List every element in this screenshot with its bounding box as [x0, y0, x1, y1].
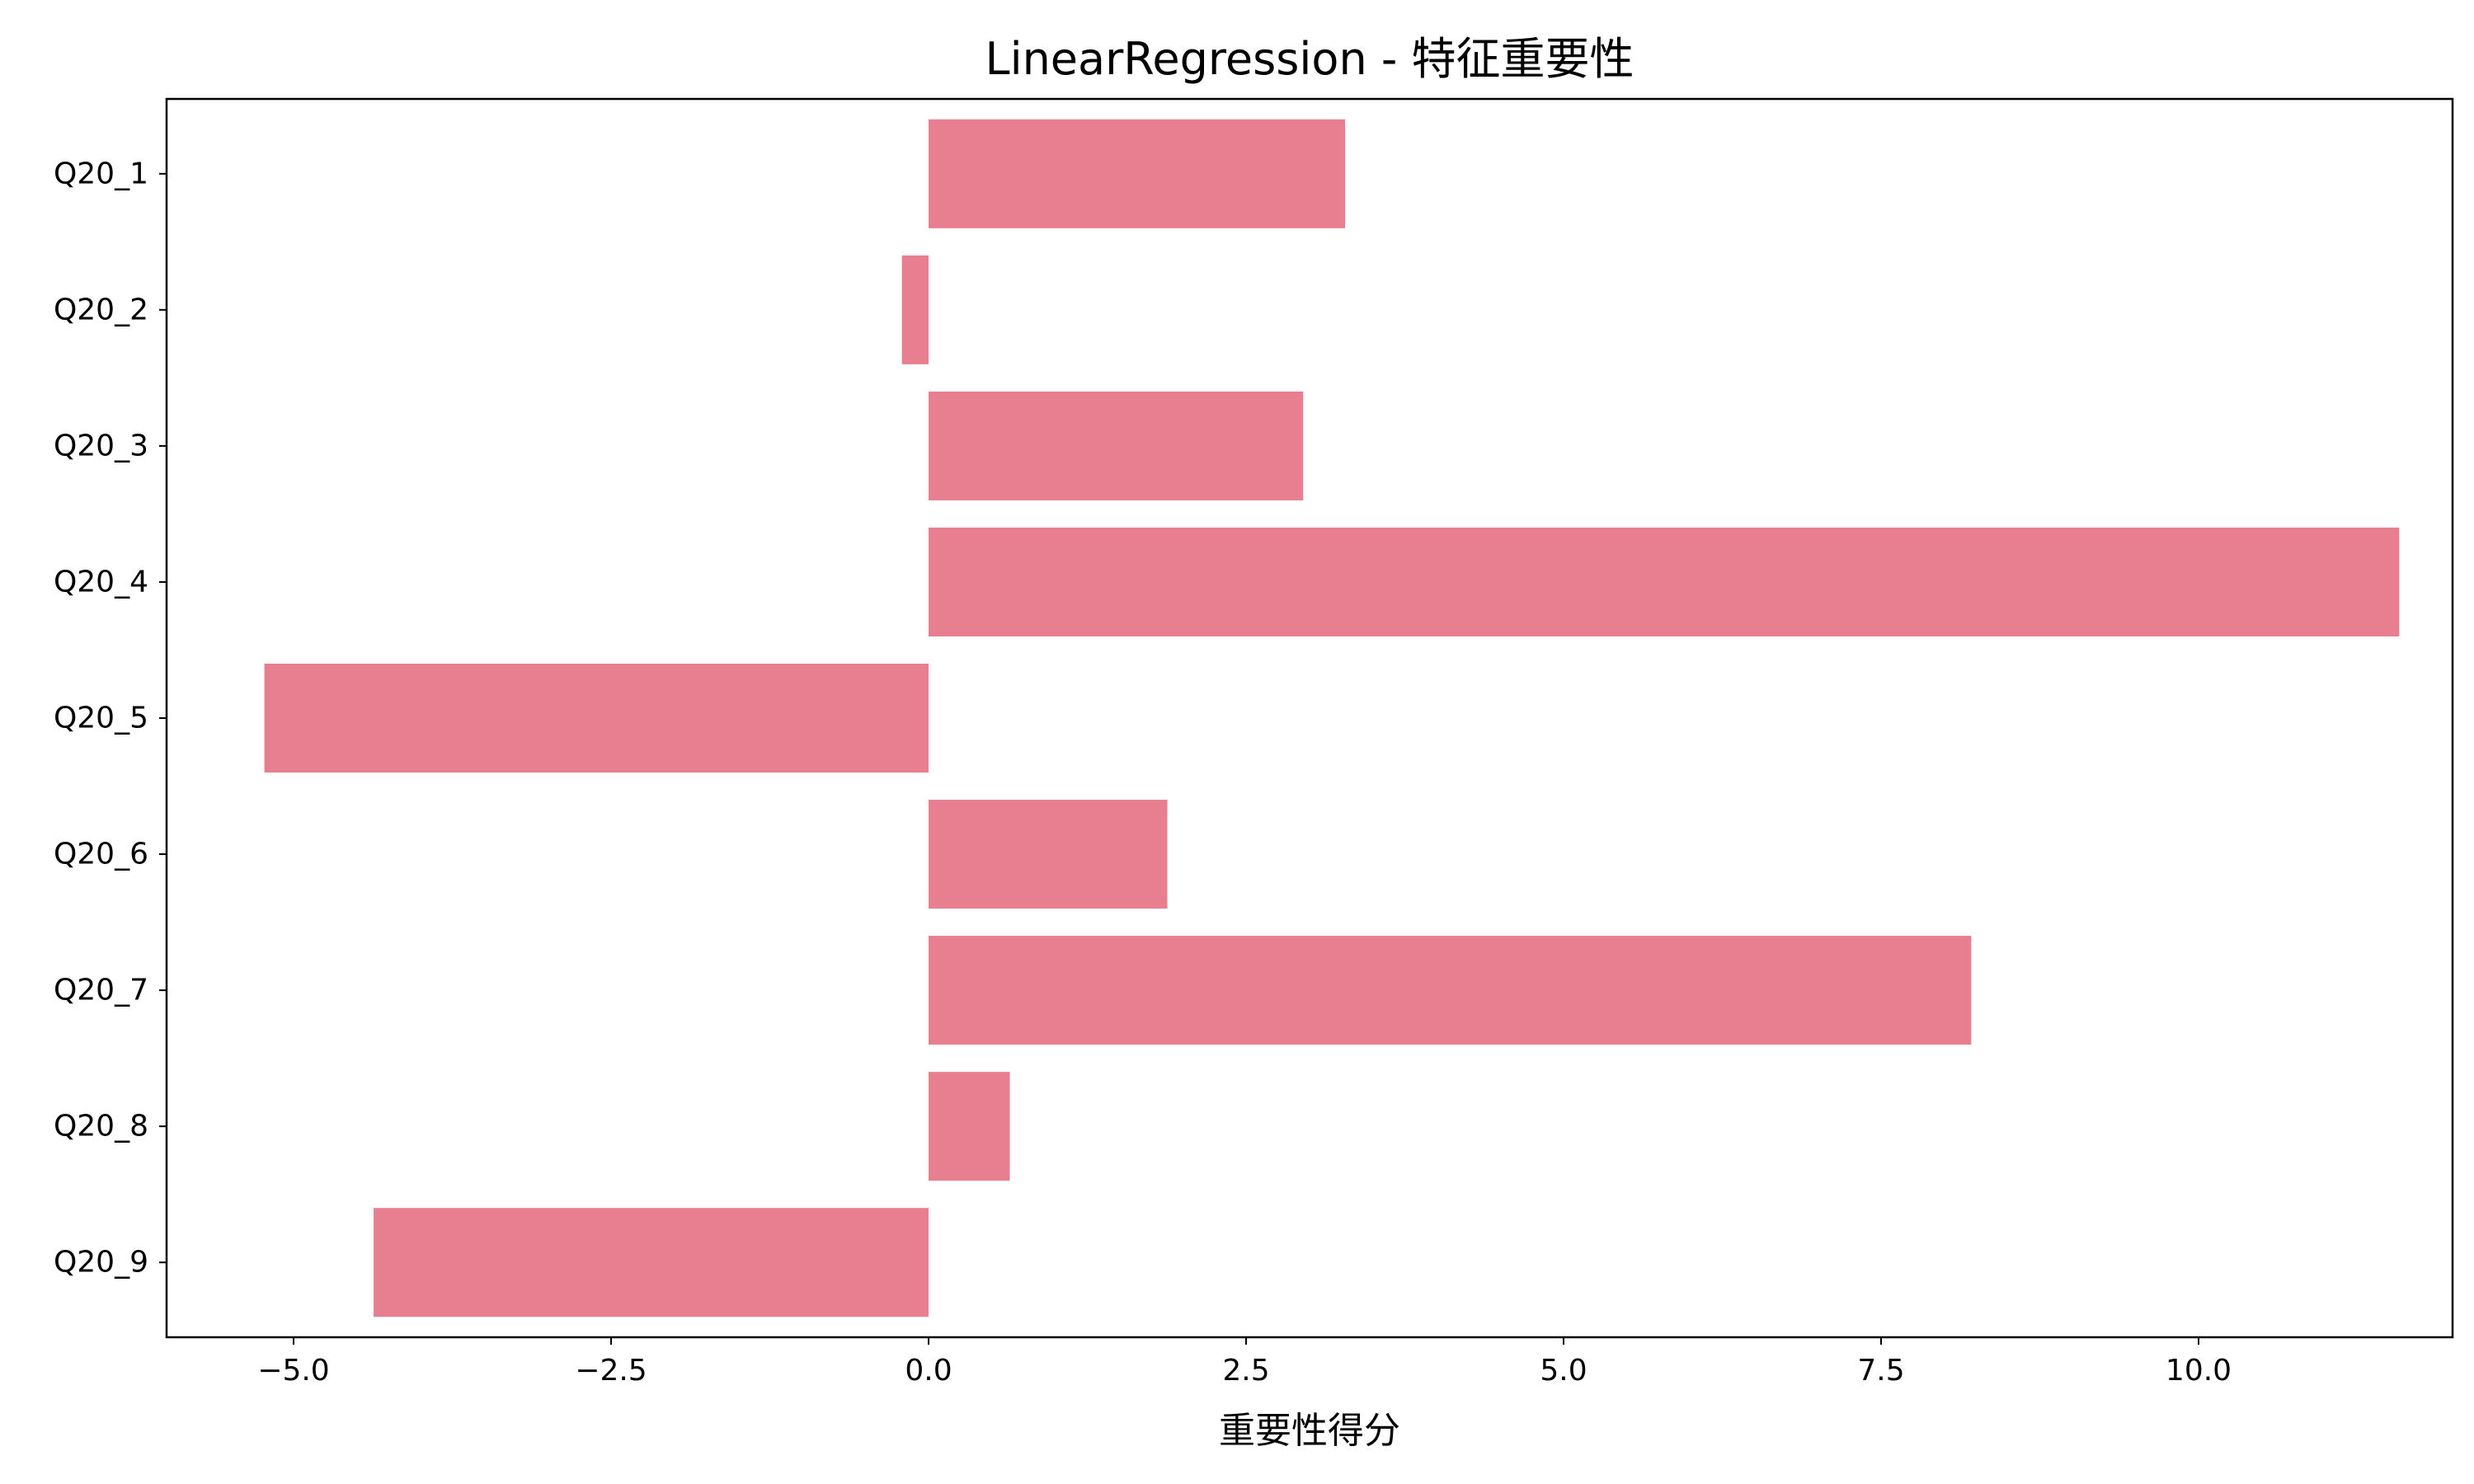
bar-q20_5 [264, 663, 929, 773]
bar-q20_1 [929, 119, 1346, 228]
bars [264, 119, 2400, 1317]
bar-q20_3 [929, 391, 1304, 500]
x-tick-label: −2.5 [575, 1354, 647, 1388]
y-tick-label: Q20_2 [54, 293, 148, 326]
x-tick-label: −5.0 [257, 1354, 329, 1388]
x-tick-label: 0.0 [905, 1354, 952, 1388]
x-axis-label: 重要性得分 [1219, 1410, 1400, 1452]
x-tick-label: 5.0 [1540, 1354, 1587, 1388]
bar-q20_2 [901, 255, 929, 364]
x-axis: −5.0 −2.5 0.0 2.5 5.0 7.5 10.0 [257, 1337, 2232, 1388]
chart-title: LinearRegression - 特征重要性 [985, 33, 1634, 85]
bar-q20_9 [374, 1208, 929, 1317]
y-tick-label: Q20_1 [54, 157, 148, 190]
y-tick-label: Q20_5 [54, 702, 148, 735]
y-tick-label: Q20_9 [54, 1246, 148, 1280]
y-tick-label: Q20_3 [54, 429, 148, 463]
bar-q20_4 [929, 527, 2400, 636]
bar-q20_8 [929, 1072, 1010, 1181]
bar-q20_7 [929, 936, 1972, 1045]
bar-q20_6 [929, 800, 1168, 909]
x-tick-label: 2.5 [1222, 1354, 1269, 1388]
y-tick-label: Q20_6 [54, 838, 148, 871]
y-tick-label: Q20_4 [54, 565, 148, 599]
y-tick-label: Q20_7 [54, 974, 148, 1007]
y-axis: Q20_1 Q20_2 Q20_3 Q20_4 Q20_5 Q20_6 Q20_7 Q20_8… [54, 157, 167, 1280]
y-tick-label: Q20_8 [54, 1110, 148, 1144]
x-tick-label: 10.0 [2166, 1354, 2232, 1388]
x-tick-label: 7.5 [1857, 1354, 1904, 1388]
